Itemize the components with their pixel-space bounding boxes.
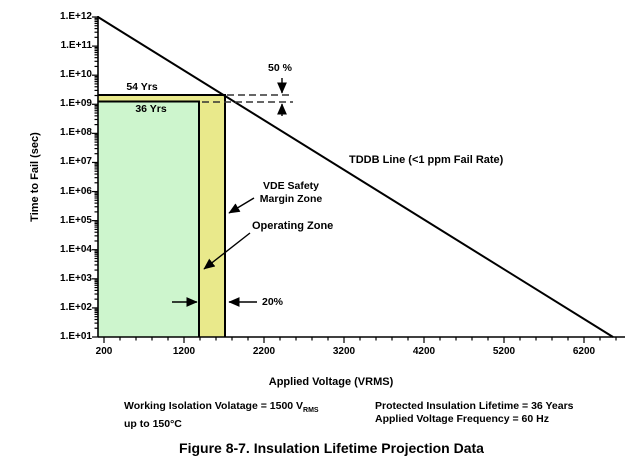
y-tick-label: 1.E+04: [60, 243, 92, 255]
y-tick-label: 1.E+07: [60, 156, 92, 168]
x-tick-label: 200: [95, 346, 113, 357]
note-protected-insulation-line1: Protected Insulation Lifetime = 36 Years: [375, 400, 574, 412]
x-tick-label: 3200: [332, 346, 356, 357]
y-tick-label: 1.E+05: [60, 214, 92, 226]
figure-caption: Figure 8-7. Insulation Lifetime Projecti…: [179, 440, 484, 456]
operating-zone-area: [98, 101, 199, 337]
label-vde-safety-margin-zone: VDE Safety Margin Zone: [251, 180, 331, 205]
label-36-years: 36 Yrs: [135, 103, 167, 115]
y-tick-label: 1.E+10: [60, 69, 92, 81]
vrms-subscript: RMS: [303, 407, 319, 415]
note-protected-insulation-line2: Applied Voltage Frequency = 60 Hz: [375, 413, 549, 425]
x-tick-label: 4200: [412, 346, 436, 357]
note-working-isolation: Working Isolation Volatage = 1500 VRMS u…: [124, 400, 319, 431]
label-operating-zone: Operating Zone: [252, 220, 334, 232]
y-tick-label: 1.E+06: [60, 185, 92, 197]
y-tick-label: 1.E+02: [60, 301, 92, 313]
label-20-percent: 20%: [262, 296, 284, 308]
arrow-vde-callout: [228, 197, 255, 214]
operating-zone-border: [98, 100, 200, 337]
x-tick-label: 5200: [492, 346, 516, 357]
note-working-isolation-line2: up to 150°C: [124, 417, 182, 430]
label-50-percent: 50 %: [268, 62, 292, 74]
label-54-years: 54 Yrs: [126, 81, 158, 93]
y-tick-label: 1.E+08: [60, 127, 92, 139]
label-tddb-line: TDDB Line (<1 ppm Fail Rate): [349, 154, 504, 166]
tddb-line: [97, 16, 614, 338]
label-vde-line2: Margin Zone: [259, 192, 323, 205]
y-tick-label: 1.E+09: [60, 98, 92, 110]
note-working-isolation-line1: Working Isolation Volatage = 1500 VRMS: [124, 400, 319, 415]
arrow-operating-callout: [203, 232, 251, 270]
x-axis-title: Applied Voltage (VRMS): [268, 376, 394, 388]
y-tick-label: 1.E+11: [60, 40, 92, 52]
x-tick-label: 6200: [572, 346, 596, 357]
y-tick-label: 1.E+12: [60, 11, 92, 22]
note-protected-insulation: Protected Insulation Lifetime = 36 Years…: [375, 400, 574, 426]
x-tick-label: 2200: [252, 346, 276, 357]
x-tick-label: 1200: [172, 346, 196, 357]
y-axis-title: Time to Fail (sec): [29, 132, 41, 222]
label-vde-line1: VDE Safety: [262, 180, 320, 192]
axis-ticks: [92, 16, 617, 343]
y-tick-label: 1.E+01: [60, 331, 92, 342]
y-tick-label: 1.E+03: [60, 272, 92, 284]
